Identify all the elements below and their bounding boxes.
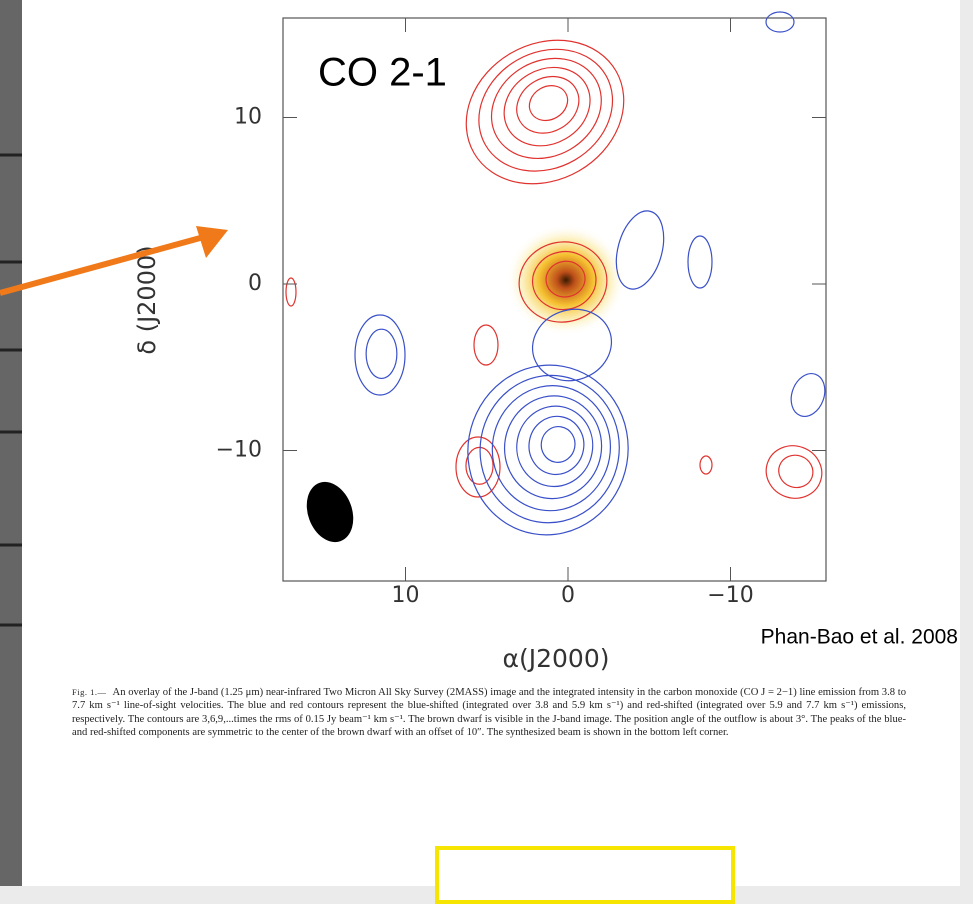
highlight-box — [435, 846, 735, 904]
credit: Phan-Bao et al. 2008 — [761, 626, 958, 649]
x-tick-label: −10 — [707, 583, 753, 608]
slide: CO 2-1 δ (J2000) α(J2000) Phan-Bao et al… — [0, 0, 973, 886]
x-tick-label: 10 — [392, 583, 420, 608]
y-tick-label: −10 — [216, 438, 262, 463]
figure: CO 2-1 δ (J2000) α(J2000) Phan-Bao et al… — [0, 0, 973, 886]
y-tick-label: 10 — [234, 105, 262, 130]
x-tick-label: 0 — [561, 583, 575, 608]
caption: Fig. 1.—An overlay of the J-band (1.25 μ… — [72, 686, 906, 740]
jband-image — [506, 224, 626, 336]
caption-text: An overlay of the J-band (1.25 μm) near-… — [72, 687, 906, 738]
caption-lead: Fig. 1.— — [72, 687, 107, 697]
y-tick-label: 0 — [248, 271, 262, 296]
left-bars — [0, 155, 22, 625]
x-axis-label: α(J2000) — [503, 644, 610, 673]
panel-label: CO 2-1 — [318, 51, 447, 95]
y-axis-label: δ (J2000) — [133, 245, 161, 354]
